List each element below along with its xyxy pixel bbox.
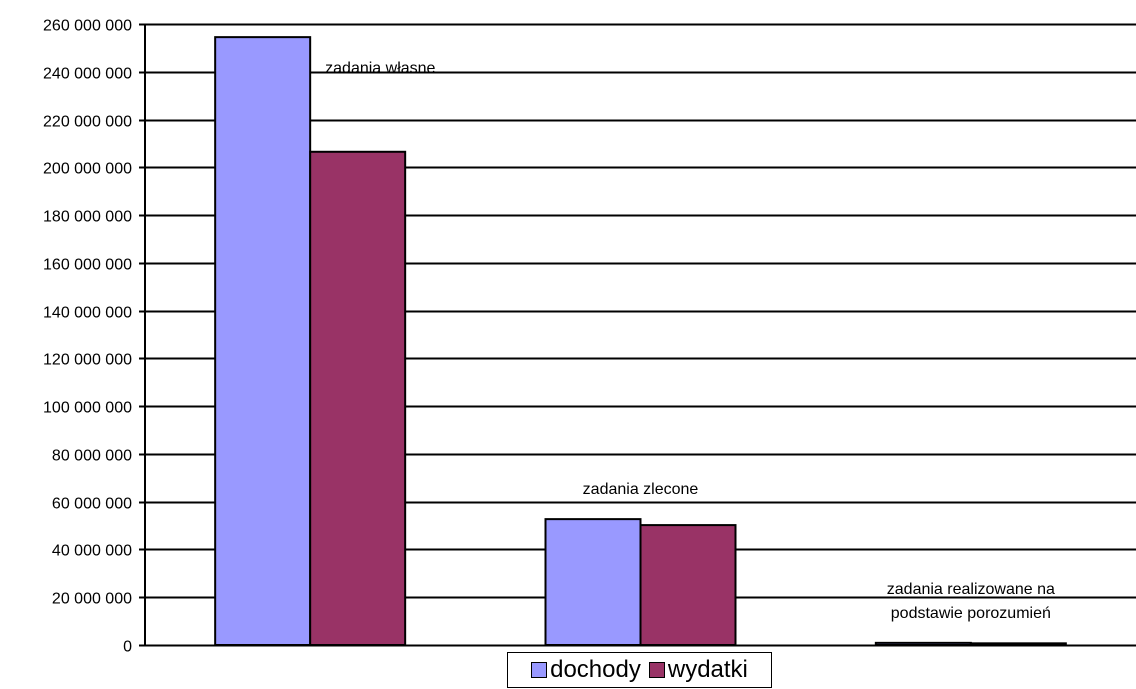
legend: dochody wydatki [507, 652, 772, 688]
bar-dochody [214, 36, 312, 647]
category-labels: zadania własne zadania zlecone zadania rea… [325, 60, 1055, 622]
y-tick-label: 80 000 000 [52, 448, 132, 465]
y-tick-label: 100 000 000 [43, 400, 132, 417]
y-tick-label: 20 000 000 [52, 591, 132, 608]
y-tick-label: 140 000 000 [43, 305, 132, 322]
y-tick-label: 120 000 000 [43, 352, 132, 369]
category-label: zadania zlecone [583, 481, 699, 498]
category-label: zadania realizowane na podstawie porozumi… [887, 581, 1055, 622]
y-tick-label: 220 000 000 [43, 114, 132, 131]
legend-label-wydatki: wydatki [667, 656, 748, 683]
legend-swatch-wydatki [648, 662, 665, 678]
legend-item-dochody: dochody [531, 656, 641, 684]
y-tick-label: 180 000 000 [43, 209, 132, 226]
bars [214, 36, 1067, 647]
y-tick-label: 0 [123, 639, 132, 656]
y-tick-label: 40 000 000 [52, 543, 132, 560]
legend-swatch-dochody [531, 662, 548, 678]
y-axis-tick-labels: 0 20 000 000 40 000 000 60 000 000 80 000 00… [43, 18, 132, 656]
category-label: zadania własne [325, 60, 435, 77]
legend-item-wydatki: wydatki [648, 656, 748, 684]
y-tick-label: 160 000 000 [43, 257, 132, 274]
bar-wydatki [309, 150, 407, 647]
y-tick-label: 60 000 000 [52, 496, 132, 513]
legend-label-dochody: dochody [550, 656, 641, 683]
y-tick-label: 200 000 000 [43, 161, 132, 178]
y-tick-label: 260 000 000 [43, 18, 132, 35]
y-tick-label: 240 000 000 [43, 66, 132, 83]
axes [139, 23, 1136, 647]
bar-wydatki [639, 524, 737, 647]
bar-dochody [544, 518, 642, 646]
